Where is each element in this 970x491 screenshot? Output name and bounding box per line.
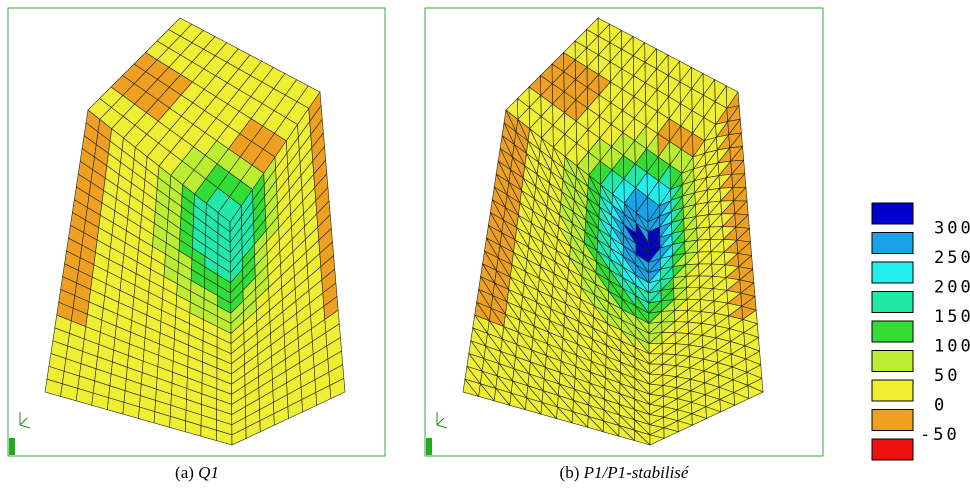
- caption-name: P1/P1-stabilisé: [583, 463, 690, 482]
- mesh-cell: [612, 178, 625, 204]
- legend-label: 0: [934, 396, 947, 416]
- mesh-cell: [517, 106, 530, 130]
- mesh-cell: [587, 415, 605, 433]
- mesh-cell: [541, 124, 554, 148]
- legend-label: 200: [934, 278, 970, 298]
- legend-label: 300: [934, 219, 970, 239]
- legend-swatch: [871, 291, 914, 313]
- legend-swatch: [871, 379, 914, 402]
- mesh-cell: [564, 142, 578, 167]
- legend-swatch: [871, 350, 914, 372]
- mesh-cell: [635, 195, 649, 223]
- mesh-cell: [525, 397, 542, 415]
- mesh-cell: [663, 427, 680, 439]
- mesh-cell: [529, 115, 542, 139]
- mesh-cell: [677, 420, 694, 433]
- meshes: [44, 17, 764, 446]
- mesh-cell: [634, 429, 651, 446]
- mesh-cell: [552, 133, 566, 158]
- caption-label: (a): [175, 463, 194, 482]
- mesh-cell: [556, 406, 574, 424]
- legend: 300 250 200 150 100 50 0 -50: [871, 202, 970, 461]
- caption-label: (b): [560, 463, 580, 482]
- mesh-cell: [329, 377, 346, 400]
- mesh-cell: [747, 384, 764, 400]
- mesh-cell: [217, 196, 242, 223]
- legend-swatch: [871, 438, 914, 461]
- legend-label: 250: [934, 248, 970, 268]
- legend-swatch: [871, 232, 914, 254]
- mesh-cell: [576, 151, 590, 176]
- legend-swatch: [871, 320, 914, 343]
- mesh-cell: [540, 401, 558, 420]
- legend-label: 50: [934, 366, 960, 386]
- caption: (a) Q1: [175, 463, 219, 482]
- legend-swatch: [871, 409, 914, 431]
- mesh-cell: [493, 387, 511, 406]
- legend-label: -50: [920, 425, 960, 445]
- marker: [426, 438, 432, 455]
- mesh-cell: [705, 406, 722, 419]
- legend-swatch: [871, 261, 914, 284]
- marker: [9, 438, 15, 455]
- mesh-cell: [602, 420, 620, 437]
- legend-swatch: [871, 202, 914, 225]
- mesh-cell: [509, 392, 527, 411]
- legend-label: 150: [934, 307, 970, 327]
- legend-label: 100: [934, 337, 970, 357]
- mesh-cell: [505, 97, 519, 120]
- mesh-cell: [691, 413, 708, 426]
- mesh-cell: [588, 160, 601, 186]
- mesh-cell: [478, 383, 495, 402]
- mesh-cell: [571, 410, 589, 428]
- mesh-cell: [462, 378, 480, 397]
- mesh-cell: [733, 392, 750, 406]
- mesh-cell: [719, 399, 736, 413]
- mesh-cell: [623, 186, 637, 214]
- mesh-cell: [649, 434, 666, 446]
- mesh-cell: [600, 169, 613, 195]
- mesh-cell: [618, 424, 635, 441]
- caption-name: Q1: [198, 463, 219, 482]
- caption: (b) P1/P1-stabilisé: [560, 463, 690, 482]
- axes-icon: [19, 412, 448, 429]
